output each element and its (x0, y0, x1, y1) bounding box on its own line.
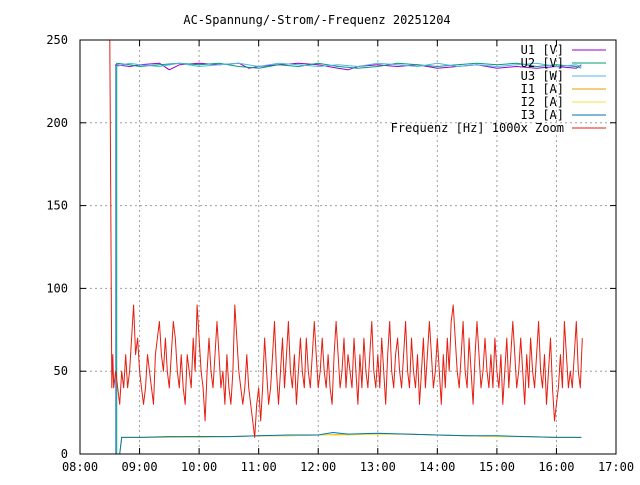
legend-label: U1 [V] (521, 43, 564, 57)
legend-label: I2 [A] (521, 95, 564, 109)
x-tick-label: 14:00 (419, 460, 455, 474)
y-tick-label: 250 (46, 33, 68, 47)
x-axis-ticks: 08:00 09:00 10:00 11:00 12:00 13:00 14:00 15:00… (62, 40, 634, 474)
legend-label: Frequenz [Hz] 1000x Zoom (391, 121, 564, 135)
x-tick-label: 09:00 (121, 460, 157, 474)
series-line (119, 433, 582, 455)
chart-title: AC-Spannung/-Strom/-Frequenz 20251204 (183, 13, 450, 27)
plot-border (79, 39, 617, 455)
y-tick-label: 0 (61, 447, 68, 461)
y-tick-label: 200 (46, 116, 68, 130)
legend-label: U3 [W] (521, 69, 564, 83)
y-tick-label: 50 (54, 364, 68, 378)
y-axis-ticks: 0 50 100 150 200 250 (46, 33, 616, 461)
x-tick-label: 08:00 (62, 460, 98, 474)
series-line (116, 62, 582, 454)
legend-label: I1 [A] (521, 82, 564, 96)
y-tick-label: 100 (46, 281, 68, 295)
x-tick-label: 15:00 (479, 460, 515, 474)
x-tick-label: 13:00 (360, 460, 396, 474)
x-tick-label: 10:00 (181, 460, 217, 474)
x-tick-label: 17:00 (598, 460, 634, 474)
series-line (115, 62, 582, 454)
x-tick-label: 12:00 (300, 460, 336, 474)
y-tick-label: 150 (46, 199, 68, 213)
grid (80, 40, 616, 454)
legend-label: U2 [V] (521, 56, 564, 70)
legend: U1 [V]U2 [V]U3 [W]I1 [A]I2 [A]I3 [A]Freq… (391, 43, 606, 135)
series-line (109, 39, 583, 438)
series-line (115, 62, 582, 454)
series-lines (109, 39, 583, 455)
x-tick-label: 16:00 (538, 460, 574, 474)
x-tick-label: 11:00 (241, 460, 277, 474)
series-line (119, 432, 582, 455)
legend-label: I3 [A] (521, 108, 564, 122)
